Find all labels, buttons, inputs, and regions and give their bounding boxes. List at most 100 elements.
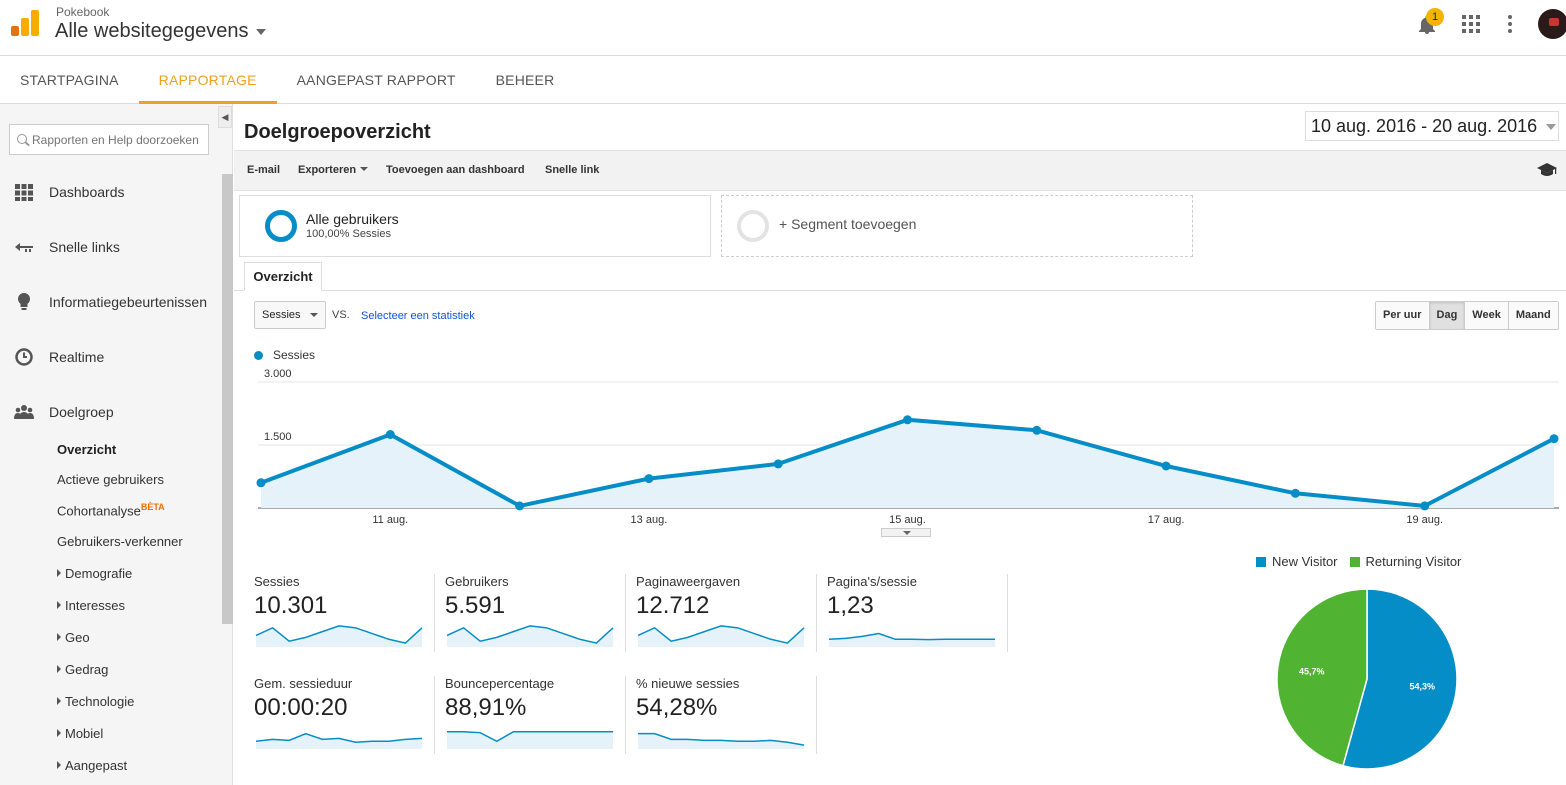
metric-value: 5.591 xyxy=(445,592,506,619)
metric-label: % nieuwe sessies xyxy=(636,676,740,691)
data-point[interactable] xyxy=(1549,434,1559,444)
sidebar-subitem-cohortanalyse[interactable]: CohortanalyseBÈTA xyxy=(57,502,165,518)
sidebar-item-label: Doelgroep xyxy=(49,404,114,420)
maand-button[interactable]: Maand xyxy=(1507,302,1558,329)
analytics-logo[interactable] xyxy=(11,10,39,36)
metric-label: Sessies xyxy=(254,574,300,589)
tab-aangepast-rapport[interactable]: AANGEPAST RAPPORT xyxy=(296,72,456,88)
sidebar-subitem-label: Cohortanalyse xyxy=(57,503,141,519)
tab-rapportage[interactable]: RAPPORTAGE xyxy=(138,56,277,104)
sidebar-subitem-demografie[interactable]: Demografie xyxy=(57,566,132,581)
data-point[interactable] xyxy=(256,478,266,488)
property-selector[interactable]: Alle websitegegevens xyxy=(55,20,267,43)
series-dot xyxy=(254,350,263,360)
date-range-text: 10 aug. 2016 - 20 aug. 2016 xyxy=(1311,116,1538,136)
report-toolbar: E-mail Exporteren Toevoegen aan dashboar… xyxy=(234,150,1566,191)
expand-triangle-icon xyxy=(57,633,61,641)
legend-swatch xyxy=(1349,557,1360,567)
pie-slice[interactable] xyxy=(1276,588,1368,767)
caret-down-icon xyxy=(360,167,369,171)
legend-item-new-visitor[interactable]: New Visitor xyxy=(1256,554,1338,569)
tab-startpagina[interactable]: STARTPAGINA xyxy=(20,72,119,88)
sidebar-subitem-actieve-gebruikers[interactable]: Actieve gebruikers xyxy=(57,472,164,487)
legend-label: Returning Visitor xyxy=(1365,554,1462,569)
metric-value: 1,23 xyxy=(827,592,874,619)
metric-gebruikers[interactable]: Gebruikers 5.591 xyxy=(445,574,626,652)
metric-sessies[interactable]: Sessies 10.301 xyxy=(254,574,435,652)
per-uur-button[interactable]: Per uur xyxy=(1376,302,1429,329)
data-point[interactable] xyxy=(1420,501,1430,511)
sidebar-item-dashboards[interactable]: Dashboards xyxy=(0,179,220,205)
pie-slice[interactable] xyxy=(1342,588,1458,770)
data-point[interactable] xyxy=(1032,425,1042,435)
grid-icon xyxy=(15,184,33,201)
segment-all-users[interactable]: Alle gebruikers 100,00% Sessies xyxy=(239,195,711,257)
sidebar-item-snelle-links[interactable]: Snelle links xyxy=(0,234,220,260)
export-label: Exporteren xyxy=(298,164,357,176)
data-point[interactable] xyxy=(1290,488,1300,498)
pie-legend: New Visitor Returning Visitor xyxy=(1256,554,1473,569)
expand-triangle-icon xyxy=(57,569,61,577)
avatar[interactable] xyxy=(1538,9,1566,39)
sparkline xyxy=(637,625,805,647)
metric-bouncepercentage[interactable]: Bouncepercentage 88,91% xyxy=(445,676,626,754)
select-statistic-link[interactable]: Selecteer een statistiek xyxy=(361,310,475,322)
apps-grid-icon[interactable] xyxy=(1462,15,1480,33)
sparkline-line xyxy=(446,625,614,644)
metric-select[interactable]: Sessies xyxy=(254,301,326,329)
sparkline-line xyxy=(447,730,613,743)
metric-paginas-per-sessie[interactable]: Pagina's/sessie 1,23 xyxy=(827,574,1008,652)
tab-beheer[interactable]: BEHEER xyxy=(495,72,555,88)
sidebar-subitem-gedrag[interactable]: Gedrag xyxy=(57,662,108,677)
data-point[interactable] xyxy=(1161,461,1171,471)
metric-paginaweergaven[interactable]: Paginaweergaven 12.712 xyxy=(636,574,817,652)
sidebar-item-doelgroep[interactable]: Doelgroep xyxy=(0,399,220,425)
sidebar-subitem-label: Geo xyxy=(65,630,90,645)
lightbulb-icon xyxy=(17,292,31,310)
add-to-dashboard-button[interactable]: Toevoegen aan dashboard xyxy=(386,164,525,176)
sidebar-subitem-interesses[interactable]: Interesses xyxy=(57,598,125,613)
area-fill xyxy=(261,419,1554,508)
add-segment-box[interactable]: + Segment toevoegen xyxy=(721,195,1193,257)
sidebar-subitem-mobiel[interactable]: Mobiel xyxy=(57,726,103,741)
sidebar-subitem-gebruikers-verkenner[interactable]: Gebruikers-verkenner xyxy=(57,534,183,549)
graduation-cap-icon[interactable] xyxy=(1537,163,1557,177)
x-tick-label: 19 aug. xyxy=(1406,514,1443,526)
metric-nieuwe-sessies[interactable]: % nieuwe sessies 54,28% xyxy=(636,676,817,754)
sidebar-item-realtime[interactable]: Realtime xyxy=(0,344,220,370)
tab-overzicht[interactable]: Overzicht xyxy=(244,262,322,291)
sparkline-area xyxy=(447,625,613,647)
email-button[interactable]: E-mail xyxy=(247,164,281,176)
sidebar-search-input[interactable] xyxy=(9,124,209,155)
sidebar-subitem-label: Technologie xyxy=(65,694,135,709)
collapse-sidebar-button[interactable]: ◀ xyxy=(218,106,232,128)
chart-collapse-toggle[interactable] xyxy=(881,528,931,537)
add-segment-button[interactable]: + Segment toevoegen xyxy=(779,216,917,232)
dag-button[interactable]: Dag xyxy=(1428,302,1465,329)
sidebar-subitem-aangepast[interactable]: Aangepast xyxy=(57,758,127,773)
sidebar-subitem-technologie[interactable]: Technologie xyxy=(57,694,134,709)
visitor-pie-chart[interactable]: 54,3% 45,7% xyxy=(1274,586,1460,772)
sidebar-subitem-overzicht[interactable]: Overzicht xyxy=(57,442,117,457)
metric-gem-sessieduur[interactable]: Gem. sessieduur 00:00:20 xyxy=(254,676,435,754)
quick-link-button[interactable]: Snelle link xyxy=(545,164,600,176)
export-button[interactable]: Exporteren xyxy=(298,164,369,176)
sidebar-scrollbar[interactable] xyxy=(222,174,233,624)
date-range-picker[interactable]: 10 aug. 2016 - 20 aug. 2016 xyxy=(1305,111,1559,141)
data-point[interactable] xyxy=(515,501,525,511)
week-button[interactable]: Week xyxy=(1464,302,1508,329)
sidebar-subitem-geo[interactable]: Geo xyxy=(57,630,90,645)
data-point[interactable] xyxy=(903,415,912,425)
legend-item-returning-visitor[interactable]: Returning Visitor xyxy=(1349,554,1462,569)
x-tick-label: 13 aug. xyxy=(631,514,668,526)
data-point[interactable] xyxy=(773,459,783,469)
data-point[interactable] xyxy=(385,430,395,439)
sessions-line-chart[interactable]: 3.000 1.500 11 aug. 13 aug. 15 aug. 17 aug. 19… xyxy=(234,364,1566,539)
notification-badge: 1 xyxy=(1426,8,1444,26)
account-name: Pokebook xyxy=(56,5,110,19)
more-vert-icon[interactable] xyxy=(1508,15,1512,33)
y-tick-label: 3.000 xyxy=(264,368,292,380)
sidebar-item-informatiegebeurtenissen[interactable]: Informatiegebeurtenissen xyxy=(0,289,220,315)
data-point[interactable] xyxy=(644,474,654,484)
sparkline-line xyxy=(638,732,805,746)
